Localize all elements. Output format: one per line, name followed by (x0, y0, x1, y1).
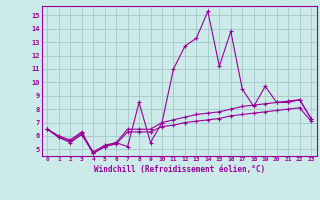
X-axis label: Windchill (Refroidissement éolien,°C): Windchill (Refroidissement éolien,°C) (94, 165, 265, 174)
